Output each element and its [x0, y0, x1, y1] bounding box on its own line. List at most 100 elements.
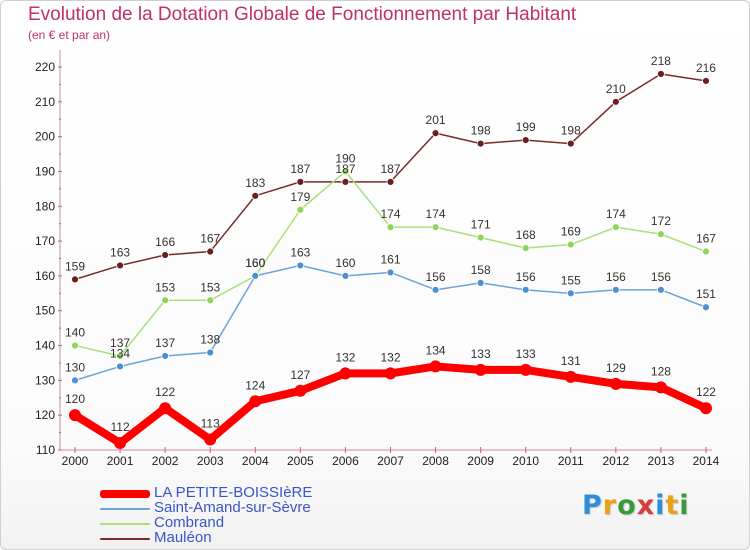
data-label: 160: [335, 256, 355, 270]
x-tick-label: 2010: [512, 454, 539, 468]
x-tick-label: 2007: [377, 454, 404, 468]
data-point: [161, 251, 170, 259]
x-tick-label: 2012: [602, 454, 629, 468]
legend-label: Mauléon: [154, 529, 212, 546]
data-label: 137: [110, 336, 130, 350]
x-tick-label: 2003: [197, 454, 224, 468]
data-point: [431, 129, 440, 138]
data-label: 133: [516, 347, 536, 361]
data-point: [702, 247, 710, 256]
data-point: [699, 402, 712, 415]
logo-letter: P: [582, 490, 603, 521]
data-point: [566, 289, 575, 298]
data-label: 127: [290, 368, 310, 382]
data-point: [384, 367, 397, 380]
data-point: [116, 352, 124, 360]
data-point: [339, 367, 352, 380]
x-tick-label: 2013: [648, 454, 675, 468]
data-point: [609, 377, 622, 390]
data-point: [159, 402, 172, 415]
data-point: [71, 275, 79, 284]
data-label: 179: [290, 190, 310, 204]
data-label: 198: [471, 124, 491, 138]
data-point: [431, 223, 440, 232]
data-label: 198: [561, 124, 581, 138]
x-tick-label: 2011: [558, 454, 584, 468]
data-label: 122: [696, 385, 716, 399]
data-point: [386, 268, 395, 277]
data-point: [657, 230, 665, 239]
data-label: 190: [335, 151, 355, 165]
data-label: 168: [516, 228, 536, 242]
data-label: 156: [606, 270, 626, 284]
data-label: 133: [471, 347, 491, 361]
data-point: [296, 205, 305, 214]
data-point: [251, 191, 260, 200]
x-tick-label: 2009: [467, 454, 494, 468]
data-point: [702, 303, 710, 312]
y-tick-label: 190: [35, 164, 55, 178]
y-tick-label: 180: [35, 199, 55, 213]
logo-letter: i: [679, 490, 690, 521]
data-label: 161: [380, 252, 400, 266]
data-label: 156: [651, 270, 671, 284]
logo-letter: r: [602, 490, 618, 521]
data-point: [566, 240, 575, 249]
logo-letter: t: [665, 490, 680, 521]
data-point: [341, 177, 350, 186]
data-point: [116, 362, 124, 371]
data-point: [341, 272, 350, 280]
data-point: [161, 352, 170, 360]
data-label: 113: [201, 417, 220, 431]
data-label: 199: [516, 120, 536, 134]
logo-letter: i: [655, 490, 666, 521]
data-point: [206, 296, 215, 305]
legend-label: Saint-Amand-sur-Sèvre: [154, 499, 311, 516]
legend-label: Combrand: [154, 514, 225, 531]
data-label: 187: [380, 162, 400, 176]
chart-title: Evolution de la Dotation Globale de Fonc…: [28, 4, 577, 25]
data-point: [296, 261, 305, 270]
chart-subtitle: (en € et par an): [28, 28, 111, 42]
data-label: 128: [651, 364, 671, 378]
data-label: 163: [110, 245, 130, 259]
data-point: [611, 223, 620, 232]
data-point: [429, 360, 442, 373]
data-label: 216: [696, 61, 716, 75]
data-label: 153: [155, 280, 175, 294]
x-tick-label: 2001: [107, 454, 134, 468]
data-label: 140: [65, 326, 85, 340]
x-tick-label: 2008: [422, 454, 449, 468]
proxiti-logo: Proxiti: [582, 490, 690, 521]
data-point: [521, 136, 530, 145]
data-label: 131: [561, 354, 581, 368]
data-point: [566, 139, 575, 148]
data-label: 201: [426, 113, 446, 127]
data-point: [431, 285, 440, 294]
data-label: 172: [651, 214, 671, 228]
data-label: 112: [110, 420, 129, 434]
data-label: 183: [245, 176, 265, 190]
data-label: 132: [335, 350, 355, 364]
data-point: [69, 409, 81, 422]
logo-letter: x: [636, 490, 656, 521]
data-label: 130: [65, 360, 85, 374]
data-label: 132: [380, 350, 400, 364]
data-label: 159: [65, 259, 85, 273]
data-point: [521, 285, 530, 294]
legend-swatch: [100, 490, 150, 498]
data-label: 166: [155, 235, 175, 249]
data-point: [116, 261, 124, 270]
y-tick-label: 170: [35, 234, 55, 248]
data-label: 120: [65, 392, 85, 406]
y-tick-label: 220: [35, 60, 55, 74]
y-tick-label: 140: [35, 339, 55, 353]
y-tick-label: 130: [35, 373, 55, 387]
data-point: [206, 348, 215, 357]
x-tick-label: 2002: [152, 454, 179, 468]
data-point: [476, 233, 485, 242]
y-tick-label: 200: [35, 130, 55, 144]
data-label: 174: [606, 207, 626, 221]
data-label: 167: [200, 232, 220, 246]
